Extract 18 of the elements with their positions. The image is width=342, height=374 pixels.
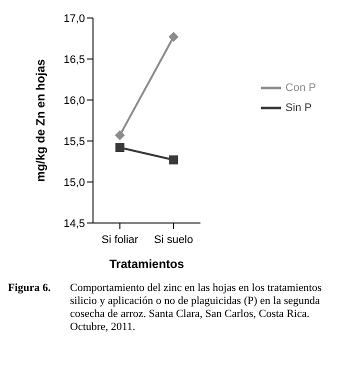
x-tick-label: Si foliar — [102, 234, 139, 246]
y-tick-label: 17,0 — [64, 12, 85, 25]
legend-label: Con P — [285, 82, 316, 94]
y-tick-label: 15,0 — [64, 176, 85, 189]
x-axis-title: Tratamientos — [109, 257, 184, 271]
y-tick-label: 14,5 — [64, 218, 85, 230]
x-tick-label: Si suelo — [154, 234, 194, 246]
point — [169, 155, 178, 164]
y-tick-label: 15,5 — [64, 136, 85, 148]
point — [115, 143, 124, 152]
point — [168, 32, 179, 42]
y-axis-title: mg/kg de Zn en hojas — [33, 58, 48, 182]
y-tick-label: 16,5 — [64, 54, 85, 66]
point — [114, 130, 125, 140]
text: Figura 6. — [8, 282, 52, 296]
legend-label: Sin P — [285, 102, 312, 114]
y-tick-label: 16,0 — [64, 94, 85, 107]
text: Comportamiento del zinc en las hojas en los tratamientos silicio y aplicación o no de plaguicidas (P) en la segunda cosecha de arroz. Santa Clara, San Carlos, Costa Rica. Octubre, 2011. — [70, 282, 323, 334]
